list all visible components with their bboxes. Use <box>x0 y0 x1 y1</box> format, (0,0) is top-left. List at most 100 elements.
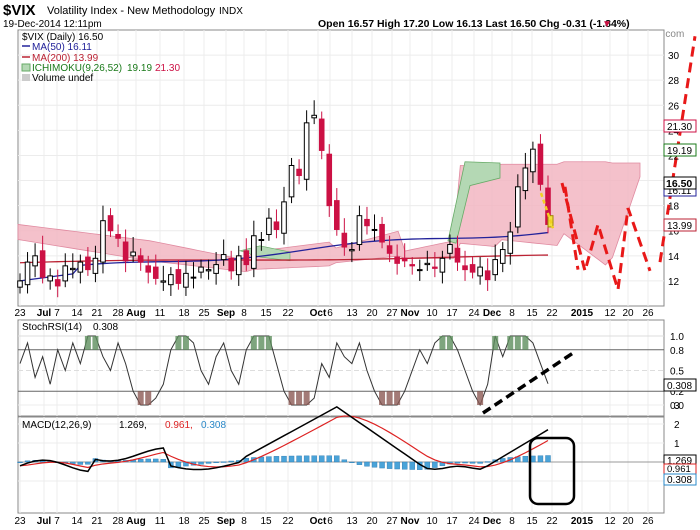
price-tick-label: 14 <box>668 252 680 263</box>
stoch-tick-label: 0.2 <box>670 387 684 398</box>
stochrsi-oversold <box>288 391 295 405</box>
date-label: 28 <box>112 308 124 319</box>
candle-body <box>401 257 408 262</box>
date-label: 21 <box>91 308 103 319</box>
candle-body <box>318 118 325 151</box>
date-label: Sep <box>217 516 235 527</box>
date-label: Nov <box>401 308 420 319</box>
price-tick-label: 18 <box>668 202 680 213</box>
candle-body <box>311 114 317 119</box>
stochrsi-overbought <box>446 336 453 350</box>
candle-body <box>17 280 23 288</box>
date-label: 22 <box>546 308 558 319</box>
stochrsi-oversold <box>303 391 310 405</box>
date-label: Jul <box>37 516 52 527</box>
candle-body <box>54 279 61 287</box>
stochrsi-line <box>19 335 549 407</box>
stoch-tick-label: 1.0 <box>670 332 684 343</box>
badge-1399: 13.99 <box>663 218 697 232</box>
candle-body <box>296 168 302 177</box>
date-label: Oct <box>310 308 327 319</box>
price-tick-label: 28 <box>668 76 680 87</box>
price-tick-label: 26 <box>668 101 680 112</box>
macd-histogram-bar <box>477 461 483 464</box>
date-label: 15 <box>526 516 538 527</box>
macd-histogram-bar <box>296 455 302 463</box>
candle-body <box>386 245 393 254</box>
svg-text:13.99: 13.99 <box>667 221 692 232</box>
stochrsi-oversold <box>477 391 484 405</box>
stochrsi-overbought <box>439 336 446 350</box>
date-label: 2015 <box>571 308 594 319</box>
candle-body <box>145 265 152 273</box>
stochrsi-oversold <box>145 391 152 405</box>
badge-1650: 16.50 <box>663 176 697 190</box>
macd-histogram-bar <box>424 461 431 470</box>
date-label: 20 <box>622 308 634 319</box>
legend-stochrsi: StochRSI(14) <box>22 322 82 333</box>
candle-body <box>137 255 144 263</box>
candle-body <box>499 249 506 264</box>
candle-body <box>303 122 310 180</box>
candle-body <box>447 244 453 254</box>
date-label: 8 <box>509 516 515 527</box>
macd-histogram-bar <box>364 461 370 467</box>
candle-body <box>349 249 355 252</box>
date-label: 12 <box>604 308 616 319</box>
date-label: 10 <box>426 516 438 527</box>
candle-body <box>70 267 76 271</box>
candle-body <box>341 232 348 248</box>
candle-body <box>515 186 521 228</box>
macd-histogram-bar <box>311 455 317 463</box>
candle-body <box>122 241 129 262</box>
date-label: 17 <box>446 308 458 319</box>
candle-body <box>409 264 416 267</box>
candle-body <box>484 270 491 281</box>
legend-macd-v1: 1.269, <box>119 420 147 431</box>
svg-text:1.269: 1.269 <box>667 456 692 467</box>
date-label: 22 <box>546 516 558 527</box>
candle-body <box>77 261 84 273</box>
date-label: 13 <box>346 308 358 319</box>
date-label: 23 <box>14 308 26 319</box>
stochrsi-overbought <box>514 336 521 350</box>
stochrsi-oversold <box>137 391 144 405</box>
macd-histogram-bar <box>334 455 340 463</box>
svg-text:16.11: 16.11 <box>667 186 692 197</box>
date-label: 20 <box>366 516 378 527</box>
candle-body <box>416 269 423 272</box>
stochrsi-overbought <box>182 336 189 350</box>
date-label: 11 <box>155 516 166 527</box>
macd-histogram-bar <box>386 461 393 469</box>
date-label: 6 <box>327 308 333 319</box>
candle-body <box>537 143 544 185</box>
date-label: 24 <box>468 516 480 527</box>
candle-body <box>522 167 529 192</box>
badge-macd-0308: 0.308 <box>663 473 697 486</box>
date-label: 15 <box>526 308 538 319</box>
date-label: 18 <box>178 516 190 527</box>
candle-body <box>198 266 204 273</box>
macd-histogram-bar <box>24 460 31 463</box>
legend-volume-swatch <box>22 74 30 81</box>
candle-body <box>394 256 400 264</box>
date-label: 18 <box>178 308 190 319</box>
stochrsi-overbought <box>265 336 272 350</box>
candle-body <box>152 266 159 279</box>
candle-body <box>85 256 91 271</box>
candle-body <box>168 274 174 286</box>
candle-body <box>220 254 227 261</box>
ichimoku-cloud <box>17 161 641 273</box>
macd-histogram-bar <box>273 456 280 463</box>
stochrsi-oversold <box>394 391 401 405</box>
badge-1919: 19.19 <box>663 143 697 157</box>
macd-histogram-bar <box>545 455 551 463</box>
svg-text:19.19: 19.19 <box>667 146 692 157</box>
candle-body <box>477 266 483 277</box>
macd-histogram-bar <box>288 455 295 463</box>
candle-body <box>326 153 333 207</box>
candle-body <box>454 247 461 263</box>
date-label: 22 <box>282 308 294 319</box>
